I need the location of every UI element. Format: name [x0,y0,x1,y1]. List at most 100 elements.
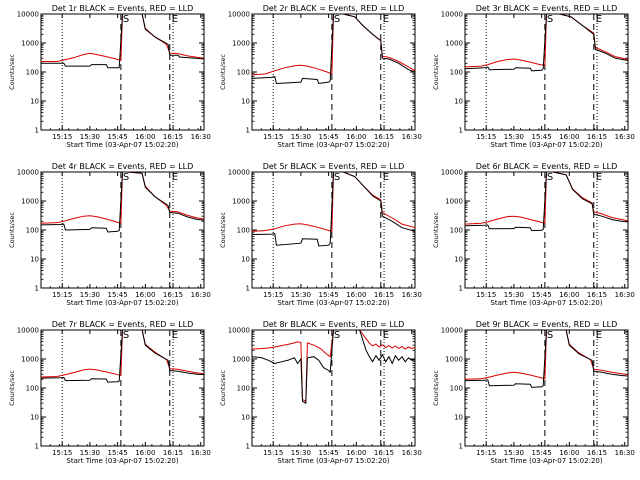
series-line-events [464,171,629,232]
y-tick-label: 10 [454,414,463,422]
x-axis-label: Start Time (03-Apr-07 15:02:20) [66,299,178,307]
chart-title: Det 8r BLACK = Events, RED = LLD [263,320,405,329]
y-tick-label: 1000 [232,198,250,206]
y-tick-label: 1 [459,443,463,451]
x-tick-label: 15:45 [108,291,128,299]
x-axis-label: Start Time (03-Apr-07 15:02:20) [277,299,389,307]
y-tick-label: 1000 [445,356,463,364]
plot-frame [40,13,205,131]
x-tick-label: 16:30 [402,133,422,141]
x-tick-label: 15:45 [532,133,552,141]
y-tick-label: 10000 [17,169,39,177]
y-tick-label: 10000 [228,327,250,335]
chart-title: Det 2r BLACK = Events, RED = LLD [263,4,405,13]
marker-label-s: S [547,14,553,25]
x-tick-label: 15:45 [108,449,128,457]
x-tick-label: 16:15 [163,291,183,299]
y-tick-label: 10 [30,98,39,106]
x-tick-label: 15:45 [532,449,552,457]
series-line-events [41,13,205,69]
y-tick-label: 1000 [445,198,463,206]
y-tick-label: 1000 [21,198,39,206]
series-line-events [251,171,416,247]
y-tick-label: 100 [450,385,463,393]
x-tick-label: 16:15 [374,291,394,299]
x-tick-label: 16:15 [374,449,394,457]
y-tick-label: 10 [30,256,39,264]
marker-label-s: S [123,172,129,183]
chart-panel-3: Det 3r BLACK = Events, RED = LLD 1 10 100 10… [432,4,635,149]
y-tick-label: 10000 [228,169,250,177]
marker-label-e: E [172,330,178,341]
y-tick-label: 100 [237,69,250,77]
marker-label-e: E [596,14,602,25]
x-tick-label: 16:30 [191,291,211,299]
x-tick-label: 15:15 [476,133,496,141]
y-tick-label: 10000 [17,11,39,19]
x-tick-label: 15:15 [52,291,72,299]
y-tick-label: 100 [237,227,250,235]
y-tick-label: 10000 [228,11,250,19]
chart-panel-4: Det 4r BLACK = Events, RED = LLD 1 10 100 10… [8,162,211,307]
chart-title: Det 5r BLACK = Events, RED = LLD [263,162,405,171]
series-line-events [464,329,629,388]
x-tick-label: 15:30 [291,291,311,299]
x-tick-label: 16:00 [135,449,155,457]
x-axis-label: Start Time (03-Apr-07 15:02:20) [277,457,389,465]
x-tick-label: 16:30 [402,449,422,457]
y-tick-label: 10 [454,98,463,106]
x-tick-label: 16:00 [135,291,155,299]
y-tick-label: 100 [26,69,39,77]
chart-panel-1: Det 1r BLACK = Events, RED = LLD 1 10 100 10… [8,4,211,149]
marker-label-s: S [334,330,340,341]
x-axis-label: Start Time (03-Apr-07 15:02:20) [66,141,178,149]
chart-panel-6: Det 6r BLACK = Events, RED = LLD 1 10 100 10… [432,162,635,307]
y-tick-label: 100 [26,227,39,235]
y-tick-label: 10 [30,414,39,422]
chart-panel-8: Det 8r BLACK = Events, RED = LLD 1 10 100 10… [219,320,422,465]
x-tick-label: 15:30 [291,449,311,457]
y-tick-label: 1000 [21,40,39,48]
series-line-events [251,13,416,85]
x-tick-label: 16:30 [615,449,635,457]
y-axis-label: Counts/sec [8,54,16,90]
marker-label-s: S [547,172,553,183]
y-tick-label: 10 [241,98,250,106]
y-tick-label: 1 [459,285,463,293]
x-tick-label: 16:00 [346,291,366,299]
x-tick-label: 16:00 [559,449,579,457]
y-axis-label: Counts/sec [8,212,16,248]
marker-label-e: E [383,330,389,341]
y-tick-label: 1000 [232,356,250,364]
y-axis-label: Counts/sec [432,212,440,248]
x-tick-label: 15:15 [263,291,283,299]
marker-label-e: E [596,172,602,183]
y-tick-label: 10 [454,256,463,264]
x-tick-label: 16:00 [559,133,579,141]
y-tick-label: 10000 [441,169,463,177]
y-axis-label: Counts/sec [432,54,440,90]
y-tick-label: 100 [450,227,463,235]
x-tick-label: 16:30 [191,449,211,457]
y-tick-label: 10 [241,414,250,422]
chart-title: Det 1r BLACK = Events, RED = LLD [52,4,194,13]
y-tick-label: 10 [241,256,250,264]
y-tick-label: 1000 [21,356,39,364]
x-tick-label: 15:15 [263,133,283,141]
x-tick-label: 15:30 [80,291,100,299]
y-tick-label: 100 [237,385,250,393]
series-line-events [251,329,416,405]
chart-title: Det 6r BLACK = Events, RED = LLD [476,162,618,171]
y-axis-label: Counts/sec [432,370,440,406]
x-axis-label: Start Time (03-Apr-07 15:02:20) [490,141,602,149]
marker-label-e: E [383,14,389,25]
x-tick-label: 15:15 [476,449,496,457]
y-axis-label: Counts/sec [219,370,227,406]
marker-label-s: S [334,14,340,25]
y-tick-label: 10000 [17,327,39,335]
chart-panel-9: Det 9r BLACK = Events, RED = LLD 1 10 100 10… [432,320,635,465]
x-tick-label: 15:30 [80,449,100,457]
x-tick-label: 16:30 [615,133,635,141]
x-tick-label: 16:15 [374,133,394,141]
